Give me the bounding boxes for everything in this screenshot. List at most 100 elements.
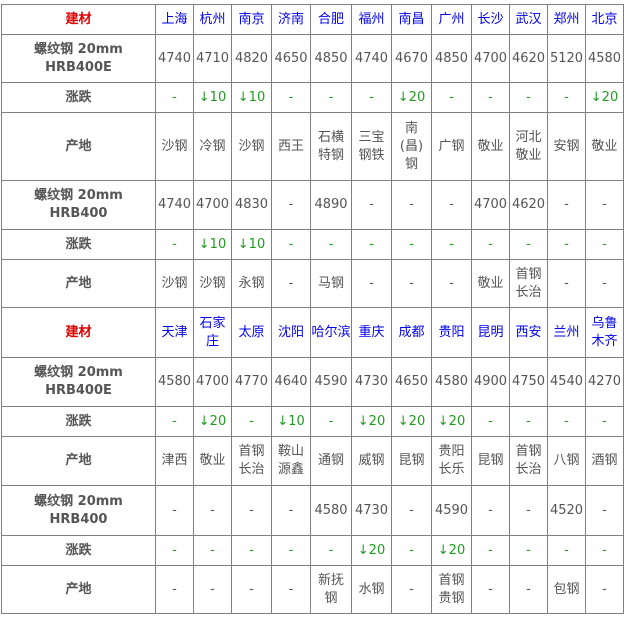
origin-cell: 敬业 [471, 259, 510, 308]
change-cell: - [310, 535, 352, 566]
city-link[interactable]: 长沙 [471, 4, 510, 35]
header-row: 建材 上海 杭州 南京 济南 合肥 福州 南昌 广州 长沙 武汉 郑州 北京 [1, 4, 624, 35]
city-link[interactable]: 沈阳 [271, 307, 311, 358]
origin-cell: 敬业 [471, 112, 510, 181]
change-cell: - [431, 229, 472, 260]
change-cell: - [155, 535, 194, 566]
origin-cell: 三宝钢铁 [351, 112, 392, 181]
row-label: 涨跌 [1, 406, 156, 437]
price-cell: 4730 [351, 357, 392, 407]
city-link[interactable]: 武汉 [509, 4, 548, 35]
price-row: 螺纹钢 20mm HRB400E 4740 4710 4820 4650 4850 4740… [1, 34, 624, 83]
row-label: 螺纹钢 20mm HRB400 [1, 180, 156, 230]
city-link[interactable]: 哈尔滨 [310, 307, 352, 358]
price-cell: 4620 [509, 180, 548, 230]
origin-cell: 沙钢 [231, 112, 272, 181]
city-link[interactable]: 南京 [231, 4, 272, 35]
price-cell: 4830 [231, 180, 272, 230]
origin-row: 产地 沙钢 冷钢 沙钢 西王 石横特钢 三宝钢铁 南(昌)钢 广钢 敬业 河北敬业 安钢 敬业 [1, 112, 624, 181]
origin-cell: - [471, 565, 510, 614]
origin-cell: 河北敬业 [509, 112, 548, 181]
origin-cell: 昆钢 [391, 436, 432, 486]
change-cell: - [391, 535, 432, 566]
origin-cell: 新抚钢 [310, 565, 352, 614]
row-label: 螺纹钢 20mm HRB400E [1, 357, 156, 407]
price-cell: 4580 [585, 34, 624, 83]
city-link[interactable]: 福州 [351, 4, 392, 35]
header-row: 建材 天津 石家庄 太原 沈阳 哈尔滨 重庆 成都 贵阳 昆明 西安 兰州 乌鲁木齐 [1, 307, 624, 358]
price-cell: - [431, 180, 472, 230]
change-cell: - [585, 229, 624, 260]
origin-cell: 沙钢 [155, 112, 194, 181]
change-cell: - [155, 229, 194, 260]
price-cell: 4750 [509, 357, 548, 407]
price-cell: 4820 [231, 34, 272, 83]
row-label: 涨跌 [1, 229, 156, 260]
change-cell: - [271, 535, 311, 566]
steel-price-table: 建材 上海 杭州 南京 济南 合肥 福州 南昌 广州 长沙 武汉 郑州 北京 螺纹钢 20mm HRB40… [1, 4, 624, 614]
city-link[interactable]: 郑州 [547, 4, 586, 35]
price-row: 螺纹钢 20mm HRB400 4740 4700 4830-4890- - -4700 4… [1, 180, 624, 230]
price-cell: 4740 [155, 180, 194, 230]
city-link[interactable]: 北京 [585, 4, 624, 35]
city-link[interactable]: 杭州 [193, 4, 232, 35]
change-cell: ↓10 [231, 82, 272, 113]
price-cell: 4650 [271, 34, 311, 83]
price-cell: 4900 [471, 357, 510, 407]
price-cell: - [391, 485, 432, 536]
origin-cell: 酒钢 [585, 436, 624, 486]
price-cell: 4590 [431, 485, 472, 536]
change-cell: - [471, 229, 510, 260]
city-link[interactable]: 天津 [155, 307, 194, 358]
change-cell: ↓20 [351, 535, 392, 566]
origin-cell: - [351, 259, 392, 308]
price-cell: 4580 [155, 357, 194, 407]
city-link[interactable]: 重庆 [351, 307, 392, 358]
city-link[interactable]: 合肥 [310, 4, 352, 35]
change-cell: ↓20 [585, 82, 624, 113]
city-link[interactable]: 兰州 [547, 307, 586, 358]
city-link[interactable]: 济南 [271, 4, 311, 35]
price-cell: 4850 [310, 34, 352, 83]
city-link[interactable]: 乌鲁木齐 [585, 307, 624, 358]
header-label: 建材 [1, 4, 156, 35]
origin-cell: - [509, 565, 548, 614]
change-cell: ↓20 [391, 406, 432, 437]
price-cell: - [155, 485, 194, 536]
city-link[interactable]: 成都 [391, 307, 432, 358]
change-cell: - [547, 535, 586, 566]
origin-cell: 冷钢 [193, 112, 232, 181]
change-cell: - [391, 229, 432, 260]
change-cell: - [271, 229, 311, 260]
city-link[interactable]: 昆明 [471, 307, 510, 358]
city-link[interactable]: 石家庄 [193, 307, 232, 358]
origin-cell: 首钢长治 [509, 259, 548, 308]
origin-cell: 首钢贵钢 [431, 565, 472, 614]
city-link[interactable]: 贵阳 [431, 307, 472, 358]
origin-cell: 鞍山源鑫 [271, 436, 311, 486]
price-cell: - [271, 485, 311, 536]
origin-cell: 沙钢 [155, 259, 194, 308]
change-cell: ↓20 [391, 82, 432, 113]
origin-row: 产地 - - - - 新抚钢 水钢 - 首钢贵钢 - - 包钢 - [1, 565, 624, 614]
origin-cell: 马钢 [310, 259, 352, 308]
price-cell: 4850 [431, 34, 472, 83]
price-cell: - [271, 180, 311, 230]
change-cell: - [585, 406, 624, 437]
city-link[interactable]: 太原 [231, 307, 272, 358]
change-row: 涨跌 - ↓20- ↓10- ↓20 ↓20 ↓20- - - - [1, 406, 624, 437]
price-cell: - [585, 485, 624, 536]
change-row: 涨跌 - - - - - ↓20- ↓20- - - - [1, 535, 624, 566]
row-label: 涨跌 [1, 82, 156, 113]
price-cell: 4620 [509, 34, 548, 83]
change-cell: ↓10 [271, 406, 311, 437]
city-link[interactable]: 南昌 [391, 4, 432, 35]
change-cell: ↓20 [431, 406, 472, 437]
origin-cell: 沙钢 [193, 259, 232, 308]
row-label: 产地 [1, 259, 156, 308]
city-link[interactable]: 上海 [155, 4, 194, 35]
change-cell: - [351, 82, 392, 113]
origin-cell: 首钢长治 [509, 436, 548, 486]
city-link[interactable]: 广州 [431, 4, 472, 35]
city-link[interactable]: 西安 [509, 307, 548, 358]
